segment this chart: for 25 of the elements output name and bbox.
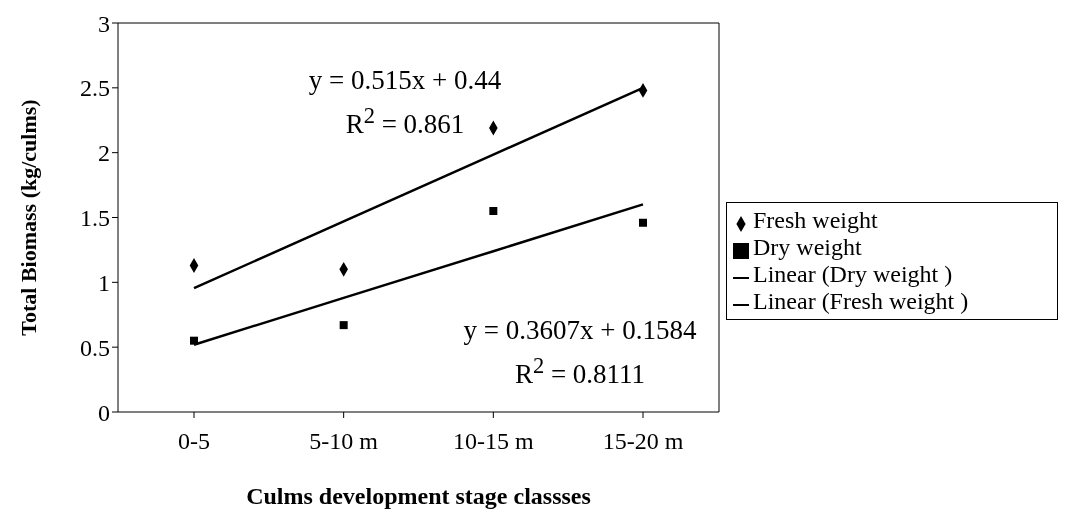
annotation: y = 0.515x + 0.44 xyxy=(308,64,502,96)
x-axis-title: Culms development stage classses xyxy=(246,483,591,509)
point xyxy=(339,321,348,330)
y-tick-label: 2 xyxy=(98,140,110,167)
y-axis-title: Total Biomass (kg/culms) xyxy=(15,99,41,336)
annotation: R$^{2}$ = 0.8111 xyxy=(514,352,646,390)
y-tick-label: 0.5 xyxy=(80,334,110,361)
y-tick-label: 0 xyxy=(98,399,110,426)
legend-label: Fresh weight xyxy=(753,206,878,233)
point xyxy=(190,336,198,345)
annotation: y = 0.3607x + 0.1584 xyxy=(463,314,697,346)
y-tick-label: 1.5 xyxy=(80,205,110,232)
y-tick-label: 2.5 xyxy=(80,75,110,102)
point xyxy=(639,218,647,227)
x-tick-label: 5-10 m xyxy=(309,428,379,455)
legend-label: Dry weight xyxy=(753,233,862,260)
legend-label: Linear (Dry weight ) xyxy=(753,260,953,287)
x-tick-label: 10-15 m xyxy=(453,428,534,455)
legend-label: Linear (Fresh weight ) xyxy=(753,287,969,314)
y-tick-label: 3 xyxy=(98,10,110,37)
annotation: R$^{2}$ = 0.861 xyxy=(345,102,465,140)
y-tick-label: 1 xyxy=(98,269,110,296)
x-tick-label: 0-5 xyxy=(178,428,210,455)
point xyxy=(489,207,498,216)
x-tick-label: 15-20 m xyxy=(602,428,684,455)
